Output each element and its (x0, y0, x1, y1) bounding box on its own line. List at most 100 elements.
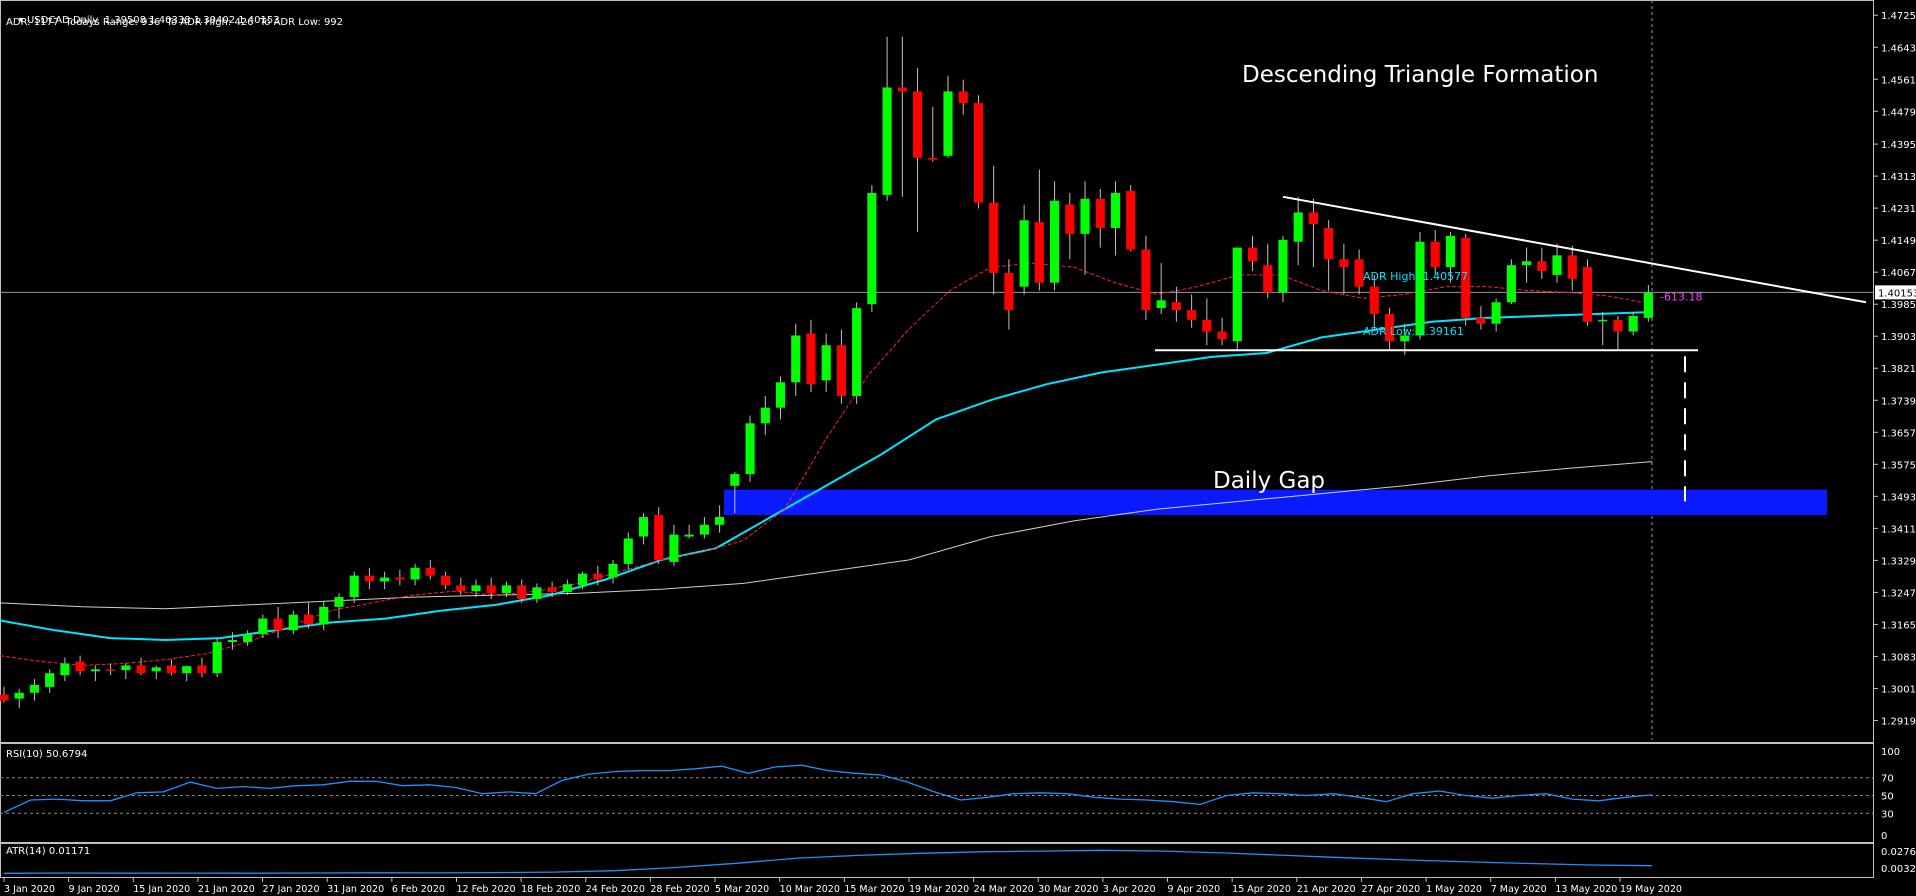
candle-body (1019, 220, 1029, 287)
date-axis-label: 30 Mar 2020 (1038, 884, 1098, 895)
atr-axis-label: 0.00328 (1881, 864, 1916, 875)
date-axis-label: 9 Apr 2020 (1168, 884, 1221, 895)
candle-body (243, 634, 253, 642)
candle (867, 185, 877, 313)
candle-body (1004, 272, 1014, 311)
dropdown-arrow-icon[interactable]: ▾ (18, 15, 24, 26)
date-axis-label: 31 Jan 2020 (327, 884, 384, 895)
candle-body (1552, 255, 1562, 275)
candle (852, 302, 862, 404)
candle (958, 79, 968, 115)
candle-body (989, 202, 999, 273)
candle-body (29, 684, 40, 693)
price-axis-label: 1.42310 (1881, 204, 1916, 215)
candle-body (760, 407, 770, 424)
candle-body (1263, 265, 1273, 293)
price-axis-label: 1.31650 (1881, 620, 1916, 631)
date-axis-label: 3 Apr 2020 (1103, 884, 1156, 895)
candle (349, 571, 359, 603)
candle (288, 610, 298, 635)
mid-ma-line (0, 311, 1653, 642)
candle (547, 581, 557, 598)
candle-body (517, 585, 527, 600)
candle (973, 95, 984, 209)
candle (1278, 235, 1288, 303)
candle (623, 532, 633, 570)
candle (1034, 169, 1044, 291)
candle-body (867, 192, 877, 305)
candle-body (1095, 198, 1105, 229)
candle-body (928, 157, 938, 160)
candle (440, 571, 451, 590)
candle-body (1080, 198, 1090, 234)
candle-body (60, 663, 70, 676)
candle-body (456, 585, 466, 592)
current-price-box (1875, 285, 1916, 300)
adr-low-label: ADR Low: 1.39161 (1363, 325, 1464, 338)
candle-body (897, 87, 907, 92)
price-axis-label: 1.34110 (1881, 524, 1916, 535)
rsi-label: RSI(10) 50.6794 (6, 749, 88, 760)
candle (1141, 235, 1151, 320)
candle-body (334, 597, 344, 607)
rsi-axis-label: 50 (1881, 792, 1894, 803)
price-axis-label: 1.34930 (1881, 492, 1916, 503)
candle-body (1567, 255, 1577, 279)
candle (471, 579, 481, 598)
price-axis-label: 1.39030 (1881, 332, 1916, 343)
date-axis-label: 24 Feb 2020 (586, 884, 645, 895)
candle (1187, 294, 1197, 328)
candle-body (380, 577, 390, 582)
candle (212, 638, 222, 678)
candle-body (121, 665, 131, 671)
candle (608, 559, 618, 584)
candle-body (349, 575, 359, 598)
candle (425, 559, 435, 580)
candle (1019, 204, 1029, 295)
candle (1369, 274, 1379, 330)
date-axis-label: 12 Feb 2020 (456, 884, 515, 895)
candle (1415, 231, 1425, 340)
candle (775, 376, 786, 420)
candle-body (1537, 261, 1547, 272)
chart-frame (0, 0, 1874, 878)
candle (90, 665, 100, 682)
candle (730, 472, 740, 514)
date-axis-label: 7 May 2020 (1491, 884, 1547, 895)
date-axis-label: 10 Mar 2020 (780, 884, 840, 895)
offset-label: -613.18 (1660, 290, 1702, 303)
candle-body (1202, 319, 1212, 332)
candle (669, 524, 679, 566)
candle (1065, 192, 1075, 260)
candle-body (471, 585, 481, 592)
candle (1552, 243, 1562, 283)
candle-body (258, 618, 268, 635)
candle-body (532, 587, 542, 600)
date-axis-label: 21 Apr 2020 (1297, 884, 1356, 895)
candle (791, 323, 801, 396)
candle (517, 579, 527, 603)
candle-body (578, 573, 588, 586)
candle-body (669, 534, 679, 562)
symbol-ohlc-text: USDCAD,Daily 1.39508 1.40338 1.39402 1.4… (26, 15, 280, 26)
candle (1354, 249, 1364, 295)
candle (821, 333, 831, 393)
price-axis-label: 1.37390 (1881, 396, 1916, 407)
candle-body (973, 103, 984, 203)
date-axis-label: 19 May 2020 (1620, 884, 1682, 895)
candle (45, 669, 55, 693)
rsi-axis-label: 30 (1881, 809, 1894, 820)
candle (532, 583, 542, 603)
adr-high-label: ADR High: 1.40577 (1363, 270, 1468, 283)
candle (562, 579, 572, 596)
candle (1537, 247, 1547, 279)
candle-body (1476, 317, 1486, 324)
candle-body (1324, 228, 1334, 260)
candle (1324, 220, 1334, 291)
candle-body (775, 382, 786, 408)
candle (1339, 243, 1349, 295)
rsi-axis-label: 0 (1881, 831, 1887, 842)
candle-body (715, 517, 725, 525)
candle-body (638, 517, 649, 537)
candle (593, 565, 603, 586)
